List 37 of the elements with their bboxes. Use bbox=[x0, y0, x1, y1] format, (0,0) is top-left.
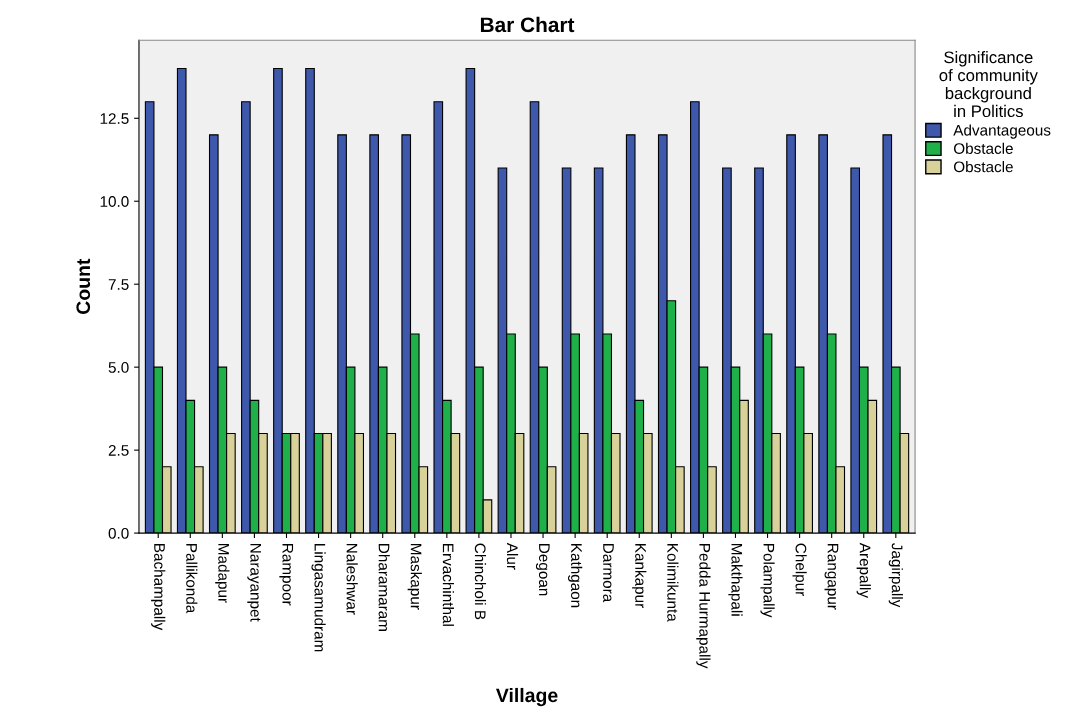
x-tick-label: Maskapur bbox=[407, 544, 422, 610]
x-tick-label: Bachampally bbox=[151, 544, 166, 631]
x-tick-label: Kolimikunta bbox=[667, 544, 679, 622]
x-tick-label: Dharamaram bbox=[378, 544, 390, 631]
y-tick-label: 2.5 bbox=[108, 444, 129, 456]
y-tick-label: 10.0 bbox=[100, 196, 129, 207]
y-tick-label: 5.0 bbox=[108, 362, 129, 373]
x-tick-label: Kankapur bbox=[632, 544, 647, 608]
x-tick-label: Jagirpally bbox=[888, 543, 903, 608]
chart-title: Bar Chart bbox=[480, 16, 575, 33]
x-tick-label: Chelpur bbox=[792, 543, 807, 597]
x-tick-label: Chincholi B bbox=[474, 543, 487, 620]
y-tick-label: 0.0 bbox=[108, 527, 129, 539]
x-tick-label: Degoan bbox=[535, 544, 550, 596]
y-tick-label: 12.5 bbox=[100, 113, 129, 124]
legend-label: Advantageous bbox=[953, 124, 1051, 139]
x-tick-label: Pallikonda bbox=[186, 544, 198, 614]
x-tick-label: Makthapali bbox=[728, 544, 743, 616]
legend-title: Significance of community background in Politics bbox=[939, 50, 1038, 118]
x-tick-label: Lingasamudram bbox=[311, 544, 326, 652]
y-axis-title: Count bbox=[76, 258, 91, 314]
x-tick-label: Rampoor bbox=[279, 544, 294, 606]
x-tick-label: Pedda Hurmapally bbox=[696, 544, 711, 669]
x-tick-label: Ervachinthal bbox=[442, 544, 454, 626]
x-tick-label: Rangapur bbox=[824, 544, 839, 610]
x-tick-label: Naleshwar bbox=[346, 544, 358, 615]
y-tick-label: 7.5 bbox=[108, 279, 129, 290]
x-tick-label: Darmora bbox=[603, 544, 614, 603]
x-tick-label: Madapur bbox=[215, 544, 230, 603]
x-axis-title: Village bbox=[495, 687, 558, 707]
x-tick-label: Arepally bbox=[856, 542, 871, 598]
x-tick-label: Alur bbox=[506, 542, 519, 570]
x-tick-label: Kathgaon bbox=[568, 544, 583, 608]
x-tick-label: Narayanpet bbox=[247, 544, 261, 622]
legend-label: Obstacle bbox=[953, 161, 1013, 173]
legend-label: Obstacle bbox=[953, 142, 1013, 154]
x-tick-label: Polampally bbox=[760, 544, 775, 618]
